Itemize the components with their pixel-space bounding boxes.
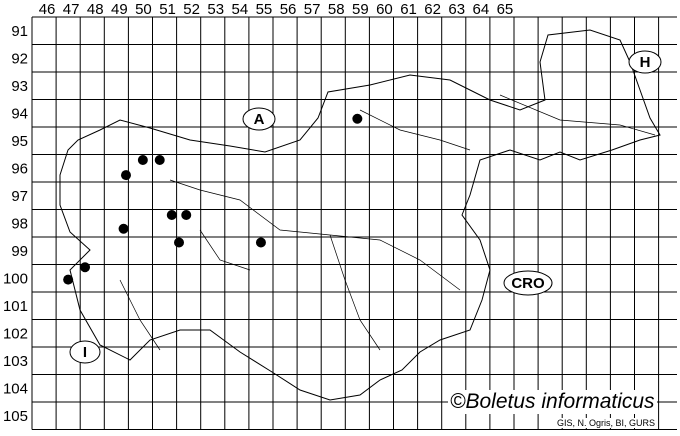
row-label: 98 <box>11 215 28 232</box>
row-label: 105 <box>3 408 28 425</box>
record-dot <box>63 274 74 285</box>
svg-text:H: H <box>640 54 651 71</box>
column-label: 59 <box>352 1 369 18</box>
column-label: 64 <box>473 1 490 18</box>
column-label: 47 <box>63 1 80 18</box>
column-label: 61 <box>400 1 417 18</box>
svg-text:I: I <box>83 344 87 361</box>
column-label: 50 <box>135 1 152 18</box>
column-label: 60 <box>376 1 393 18</box>
record-dots <box>63 113 363 285</box>
column-label: 58 <box>328 1 345 18</box>
credit-text: GIS, N. Ogris, BI, GURS <box>556 418 657 428</box>
record-dot <box>118 223 129 234</box>
record-dot <box>120 170 131 181</box>
country-label-austria: A <box>242 107 276 131</box>
country-label-croatia: CRO <box>503 270 553 296</box>
row-label: 96 <box>11 160 28 177</box>
column-label: 63 <box>448 1 465 18</box>
record-dot <box>255 237 266 248</box>
column-label: 49 <box>111 1 128 18</box>
row-label: 95 <box>11 133 28 150</box>
record-dot <box>174 237 185 248</box>
svg-text:A: A <box>254 111 265 128</box>
row-label: 97 <box>11 188 28 205</box>
country-label-italy: I <box>69 340 101 364</box>
column-label: 55 <box>256 1 273 18</box>
column-label: 52 <box>183 1 200 18</box>
record-dot <box>154 155 165 165</box>
column-label: 54 <box>232 1 249 18</box>
record-dot <box>181 210 192 220</box>
row-label: 101 <box>3 298 28 315</box>
row-label: 104 <box>3 380 28 397</box>
column-label: 46 <box>39 1 56 18</box>
country-label-hungary: H <box>628 50 662 74</box>
column-labels: 46 47 48 49 50 51 52 53 54 55 56 57 58 59 60 61 62 63 64 65 <box>39 1 514 18</box>
copyright-text: ©Boletus informaticus <box>448 390 657 414</box>
row-label: 93 <box>11 78 28 95</box>
row-label: 94 <box>11 105 28 122</box>
column-label: 65 <box>497 1 514 18</box>
record-dot <box>166 210 177 220</box>
row-label: 100 <box>3 270 28 287</box>
grid <box>31 16 677 430</box>
row-label: 91 <box>11 23 28 40</box>
column-label: 48 <box>87 1 104 18</box>
row-label: 92 <box>11 50 28 67</box>
row-labels: 91 92 93 94 95 96 97 98 99 100 101 102 103 104 105 <box>3 23 28 425</box>
column-label: 56 <box>280 1 297 18</box>
record-dot <box>352 113 363 124</box>
column-label: 57 <box>304 1 321 18</box>
country-outline <box>59 29 661 401</box>
river-lines <box>119 94 656 351</box>
record-dot <box>80 262 91 273</box>
row-label: 99 <box>11 243 28 260</box>
row-label: 102 <box>3 325 28 342</box>
column-label: 53 <box>207 1 224 18</box>
record-dot <box>137 155 148 165</box>
column-label: 51 <box>159 1 176 18</box>
row-label: 103 <box>3 353 28 370</box>
svg-text:CRO: CRO <box>511 275 545 292</box>
column-label: 62 <box>424 1 441 18</box>
